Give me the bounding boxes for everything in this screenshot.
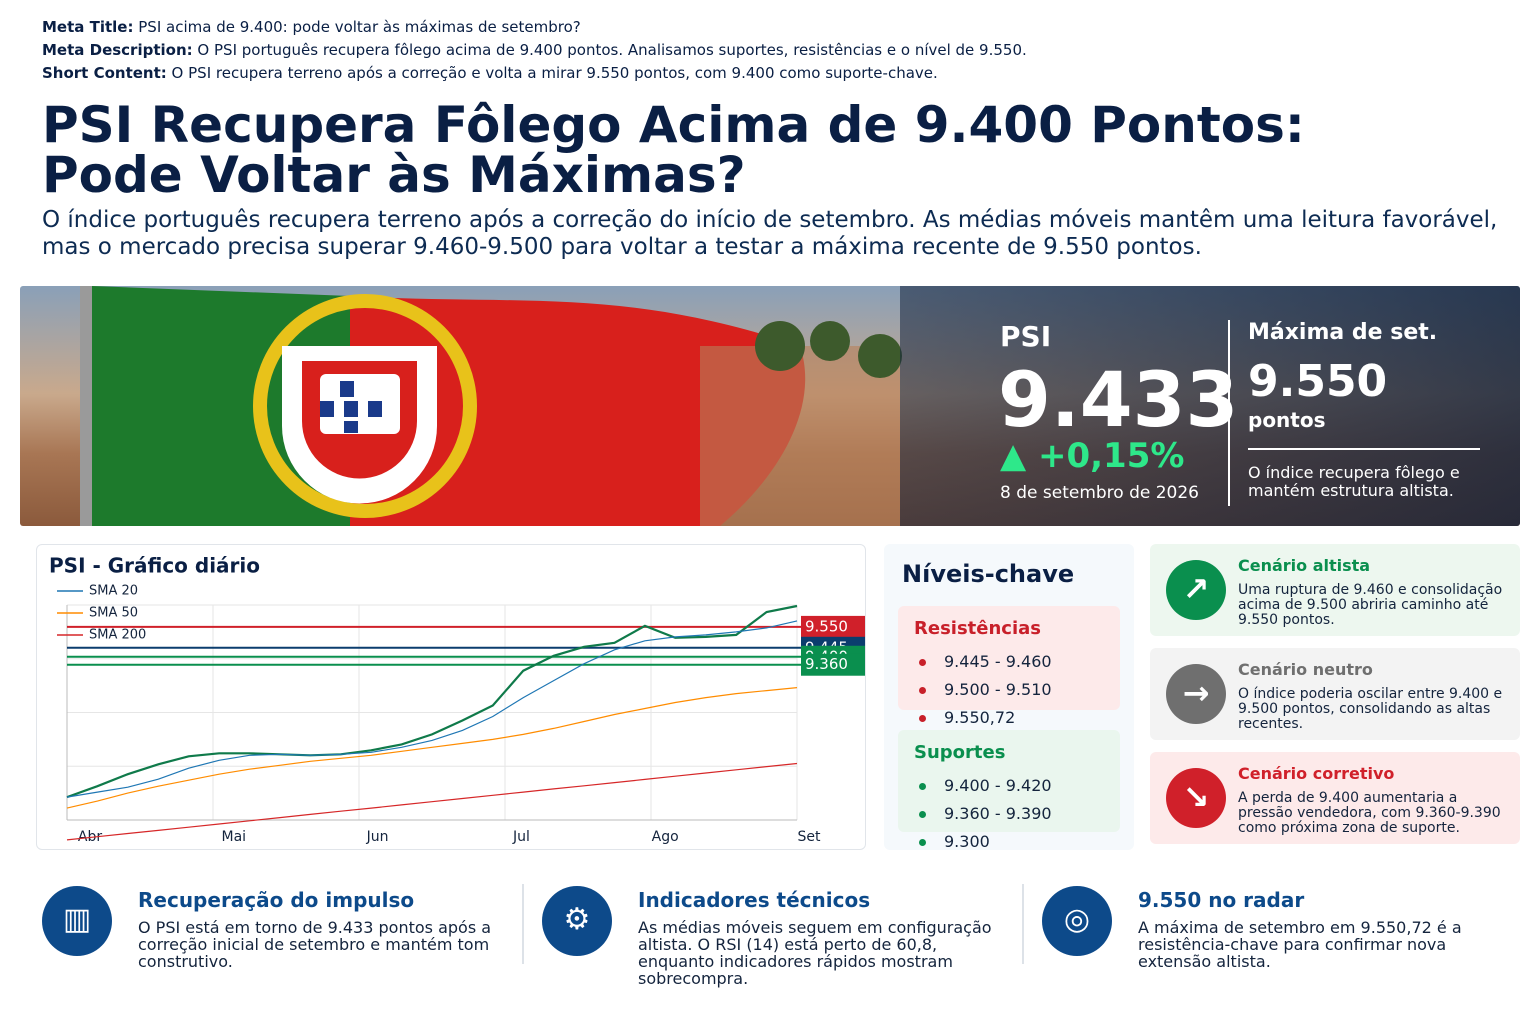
resistance-box: Resistências 9.445 - 9.460 9.500 - 9.510… — [898, 606, 1120, 727]
index-date: 8 de setembro de 2026 — [1000, 483, 1200, 503]
scenario-icon: ↘ — [1166, 768, 1226, 828]
level-label: 9.360 — [805, 655, 848, 673]
scenario-text: O índice poderia oscilar entre 9.400 e 9… — [1238, 686, 1503, 732]
footer-title: Indicadores técnicos — [638, 888, 871, 912]
x-tick-label: Mai — [222, 829, 247, 845]
divider — [1022, 884, 1024, 964]
panel-title: Níveis-chave — [902, 560, 1075, 588]
high-value: 9.550 — [1248, 356, 1388, 407]
hero-divider — [1228, 320, 1230, 506]
index-change: ▲ +0,15% — [1000, 436, 1185, 476]
section-title: Resistências — [914, 618, 1041, 639]
scenario-card: ↘ Cenário corretivo A perda de 9.400 aum… — [1150, 752, 1520, 844]
footer-text: As médias móveis seguem em configuração … — [638, 918, 992, 988]
hero: PSI 9.433 ▲ +0,15% 8 de setembro de 2026… — [20, 286, 1520, 526]
level-label: 9.550 — [805, 617, 848, 635]
legend-label: SMA 50 — [89, 606, 138, 621]
series-line — [66, 762, 798, 841]
high-unit: pontos — [1248, 408, 1326, 432]
index-value: 9.433 — [998, 355, 1239, 444]
footer-icon: ◎ — [1042, 886, 1112, 956]
subheadline: O índice português recupera terreno após… — [42, 207, 1498, 260]
key-levels: Níveis-chave Resistências 9.445 - 9.460 … — [884, 544, 1134, 851]
scenario-card: ↗ Cenário altista Uma ruptura de 9.460 e… — [1150, 544, 1520, 636]
scenario-title: Cenário corretivo — [1238, 764, 1395, 783]
index-name: PSI — [1000, 320, 1052, 353]
level-item: 9.360 - 9.390 — [919, 804, 1052, 823]
level-item: 9.300 — [919, 832, 990, 851]
hero-rule — [1248, 448, 1480, 450]
divider — [522, 884, 524, 964]
footer-icon: ▥ — [42, 886, 112, 956]
level-item: 9.550,72 — [918, 708, 1016, 727]
series-line — [66, 687, 798, 809]
high-label: Máxima de set. — [1248, 320, 1438, 345]
chart-title: PSI - Gráfico diário — [49, 554, 260, 578]
scenario-icon: → — [1166, 664, 1226, 724]
x-tick-label: Ago — [652, 829, 679, 845]
meta-line: Short Content: O PSI recupera terreno ap… — [42, 63, 938, 83]
level-tag — [801, 615, 865, 638]
meta-text: O PSI português recupera fôlego acima de… — [197, 41, 1027, 59]
scenario-card: → Cenário neutro O índice poderia oscila… — [1150, 648, 1520, 740]
meta-text: PSI acima de 9.400: pode voltar às máxim… — [138, 18, 581, 36]
support-box: Suportes 9.400 - 9.420 9.360 - 9.390 9.3… — [898, 730, 1120, 851]
legend-label: SMA 20 — [89, 584, 138, 599]
level-tag — [801, 653, 865, 676]
meta-label: Short Content: — [42, 64, 167, 82]
scenario-text: Uma ruptura de 9.460 e consolidação acim… — [1238, 582, 1503, 628]
meta-line: Meta Description: O PSI português recupe… — [42, 40, 1027, 60]
footer-text: A máxima de setembro em 9.550,72 é a res… — [1138, 918, 1462, 971]
hero-image — [80, 286, 902, 526]
footer-title: 9.550 no radar — [1138, 888, 1305, 912]
series-line — [66, 604, 798, 799]
meta-line: Meta Title: PSI acima de 9.400: pode vol… — [42, 17, 581, 37]
x-tick-label: Jul — [512, 829, 530, 845]
level-item: 9.400 - 9.420 — [919, 776, 1052, 795]
scenario-title: Cenário neutro — [1238, 660, 1373, 679]
x-tick-label: Set — [798, 829, 822, 845]
section-title: Suportes — [914, 742, 1006, 763]
meta-text: O PSI recupera terreno após a correção e… — [171, 64, 938, 82]
chart-card: PSI - Gráfico diário Abr Mai Jun Jul Ago Set 9… — [36, 544, 866, 850]
chart: PSI - Gráfico diário Abr Mai Jun Jul Ago Set9… — [49, 554, 865, 845]
x-tick-label: Jun — [366, 829, 389, 845]
footer-title: Recuperação do impulso — [138, 888, 415, 912]
level-item: 9.500 - 9.510 — [919, 680, 1052, 699]
scenario-text: A perda de 9.400 aumentaria a pressão ve… — [1238, 790, 1501, 836]
meta-label: Meta Description: — [42, 41, 193, 59]
legend-label: SMA 200 — [89, 628, 146, 643]
series-line — [66, 620, 798, 798]
scenario-title: Cenário altista — [1238, 556, 1371, 575]
hero-overlay — [900, 286, 1520, 526]
scenario-icon: ↗ — [1166, 560, 1226, 620]
level-item: 9.445 - 9.460 — [919, 652, 1052, 671]
footer-text: O PSI está em torno de 9.433 pontos após… — [138, 918, 492, 971]
footer-icon: ⚙ — [542, 886, 612, 956]
high-note: O índice recupera fôlego e mantém estrut… — [1248, 463, 1460, 500]
headline: PSI Recupera Fôlego Acima de 9.400 Ponto… — [42, 96, 1305, 204]
meta-label: Meta Title: — [42, 18, 134, 36]
